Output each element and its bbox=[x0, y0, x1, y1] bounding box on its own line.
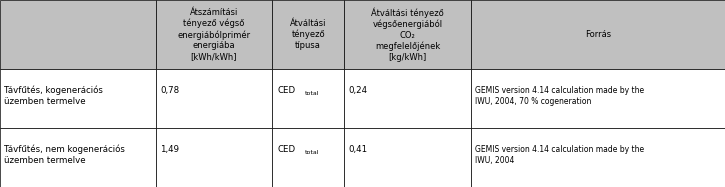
Bar bbox=[471, 128, 725, 187]
Text: 1,49: 1,49 bbox=[160, 145, 179, 154]
Text: GEMIS version 4.14 calculation made by the
IWU, 2004: GEMIS version 4.14 calculation made by t… bbox=[475, 145, 644, 165]
Text: Távfűtés, nem kogenerációs
üzemben termelve: Távfűtés, nem kogenerációs üzemben terme… bbox=[4, 145, 125, 165]
Bar bbox=[0, 128, 156, 187]
Bar bbox=[0, 0, 156, 69]
Text: total: total bbox=[305, 91, 320, 96]
Bar bbox=[0, 69, 156, 128]
Bar bbox=[156, 0, 272, 69]
Text: 0,41: 0,41 bbox=[349, 145, 368, 154]
Bar bbox=[272, 128, 344, 187]
Text: Átszámítási
tényező végső
energiábólprimér
energiába
[kWh/kWh]: Átszámítási tényező végső energiábólprim… bbox=[178, 8, 250, 61]
Bar bbox=[156, 69, 272, 128]
Text: CED: CED bbox=[278, 86, 296, 95]
Text: CED: CED bbox=[278, 145, 296, 154]
Text: 0,24: 0,24 bbox=[349, 86, 368, 95]
Bar bbox=[471, 69, 725, 128]
Text: Forrás: Forrás bbox=[585, 30, 611, 39]
Bar bbox=[272, 0, 344, 69]
Bar bbox=[471, 0, 725, 69]
Bar bbox=[272, 69, 344, 128]
Bar bbox=[344, 69, 471, 128]
Text: GEMIS version 4.14 calculation made by the
IWU, 2004, 70 % cogeneration: GEMIS version 4.14 calculation made by t… bbox=[475, 86, 644, 106]
Bar bbox=[156, 128, 272, 187]
Text: Távfűtés, kogenerációs
üzemben termelve: Távfűtés, kogenerációs üzemben termelve bbox=[4, 86, 103, 106]
Bar bbox=[344, 128, 471, 187]
Text: total: total bbox=[305, 150, 320, 155]
Text: Átváltási tényező
végsőenergiából
CO₂
megfelelőjének
[kg/kWh]: Átváltási tényező végsőenergiából CO₂ me… bbox=[371, 7, 444, 62]
Text: Átváltási
tényező
típusa: Átváltási tényező típusa bbox=[290, 19, 326, 50]
Text: 0,78: 0,78 bbox=[160, 86, 179, 95]
Bar bbox=[344, 0, 471, 69]
